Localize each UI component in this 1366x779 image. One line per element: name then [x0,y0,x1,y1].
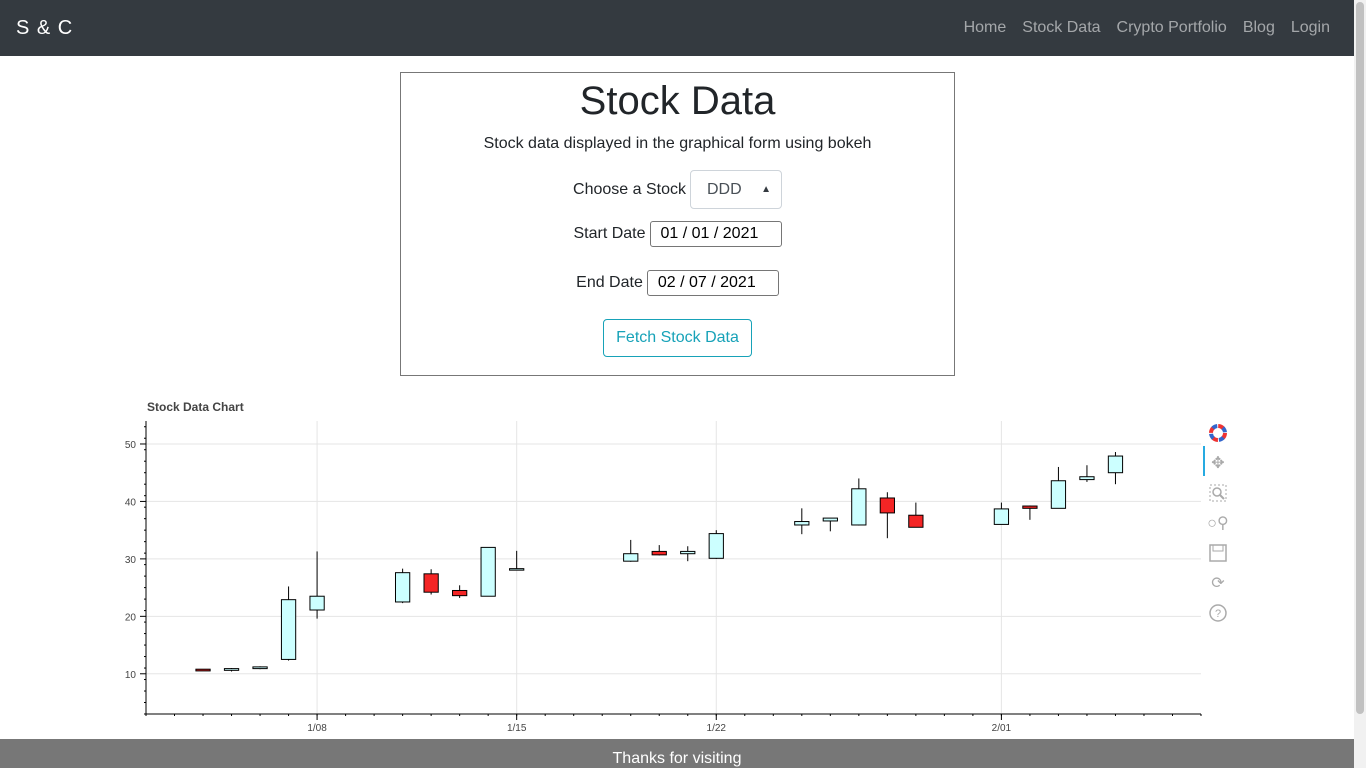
chart-title: Stock Data Chart [147,400,244,414]
scrollbar-thumb[interactable] [1356,2,1364,714]
candle-body [1107,455,1124,474]
start-date-row: Start Date 01 / 01 / 2021 [401,221,954,247]
candle-body [252,666,268,670]
brand-logo[interactable]: S & C [16,16,74,39]
candle-body [623,553,639,562]
candle-body [822,517,838,522]
x-tick-label: 2/01 [992,723,1012,734]
candle-body [195,668,211,672]
svg-text:?: ? [1215,608,1221,620]
nav-crypto-portfolio[interactable]: Crypto Portfolio [1116,19,1227,36]
reset-tool-icon[interactable]: ⟳ [1211,575,1225,592]
candle-body [1022,505,1038,509]
y-tick-label: 30 [125,555,137,566]
stock-select-label: Choose a Stock [573,180,686,198]
footer: Thanks for visiting [0,739,1354,768]
pan-tool-icon[interactable]: ✥ [1211,455,1225,472]
y-tick-label: 50 [125,440,137,451]
candle-body [423,573,439,593]
start-date-input[interactable]: 01 / 01 / 2021 [649,221,782,247]
stock-select[interactable]: DDD ▲ [689,170,782,209]
candle-body [993,508,1010,525]
nav-login[interactable]: Login [1290,19,1330,36]
y-tick-label: 20 [125,612,137,623]
y-tick-label: 10 [125,670,137,681]
box-zoom-tool-icon[interactable] [1203,478,1233,508]
candle-body [680,550,696,555]
y-tick-label: 40 [125,497,137,508]
x-tick-label: 1/08 [307,723,327,734]
candle-body [480,546,496,597]
save-tool-icon[interactable] [1203,538,1233,568]
candle-body [1050,480,1067,509]
page-title: Stock Data [579,79,776,123]
help-tool-icon[interactable]: ? [1203,598,1233,628]
end-date-row: End Date 02 / 07 / 2021 [401,270,954,296]
wheel-zoom-tool-icon[interactable]: ○⚲ [1207,515,1229,532]
candle-body [908,514,924,528]
candle-body [509,568,525,571]
x-tick-label: 1/22 [707,723,727,734]
bokeh-logo-icon[interactable] [1203,418,1233,448]
nav-home[interactable]: Home [963,19,1007,36]
stock-form-card: Stock Data Stock data displayed in the g… [400,72,955,376]
candle-body [452,589,468,597]
candle-body [394,572,411,603]
fetch-stock-data-button[interactable]: Fetch Stock Data [603,319,752,357]
nav-links: Home Stock Data Crypto Portfolio Blog Lo… [956,19,1338,37]
stock-select-row: Choose a Stock DDD ▲ [401,170,954,209]
candle-body [309,595,325,611]
start-date-label: Start Date [573,225,646,242]
candle-body [1079,476,1095,481]
active-tool-indicator [1203,446,1205,476]
end-date-label: End Date [576,274,643,291]
candle-body [651,550,667,556]
select-arrows-icon: ▲ [761,184,771,195]
chart-toolbar: ✥ ○⚲ ⟳ ? [1203,418,1233,628]
candle-body [879,497,895,514]
nav-blog[interactable]: Blog [1242,19,1275,36]
stock-chart[interactable]: 10 20 30 40 50 1/08 1/15 1/22 2/01 [110,418,1205,738]
navbar: S & C Home Stock Data Crypto Portfolio B… [0,0,1354,56]
candle-body [708,533,724,559]
end-date-input[interactable]: 02 / 07 / 2021 [646,270,779,296]
stock-select-value: DDD [706,180,742,198]
page-subtitle: Stock data displayed in the graphical fo… [483,135,872,152]
candle-body [851,488,867,526]
candle-body [794,521,810,526]
nav-stock-data[interactable]: Stock Data [1022,19,1101,36]
x-tick-label: 1/15 [507,723,527,734]
page-scrollbar[interactable] [1354,0,1366,768]
candle-body [223,668,240,671]
candle-body [280,599,297,660]
